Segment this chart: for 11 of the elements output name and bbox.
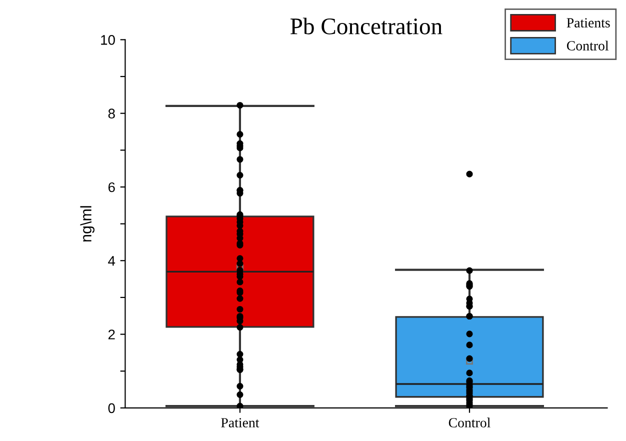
y-tick-label: 8 — [108, 108, 115, 119]
y-tick-label: 4 — [108, 256, 116, 266]
y-tick-label: 2 — [108, 330, 115, 340]
chart-title: Pb Concetration — [290, 18, 442, 34]
y-axis-title: ng\ml — [80, 206, 94, 242]
y-tick-label: 10 — [101, 35, 115, 45]
y-tick-label: 0 — [108, 403, 115, 414]
legend-label: Patients — [566, 18, 610, 28]
legend-label: Control — [566, 40, 609, 50]
x-tick-label: Patient — [221, 418, 260, 428]
y-tick-label: 6 — [108, 182, 115, 192]
